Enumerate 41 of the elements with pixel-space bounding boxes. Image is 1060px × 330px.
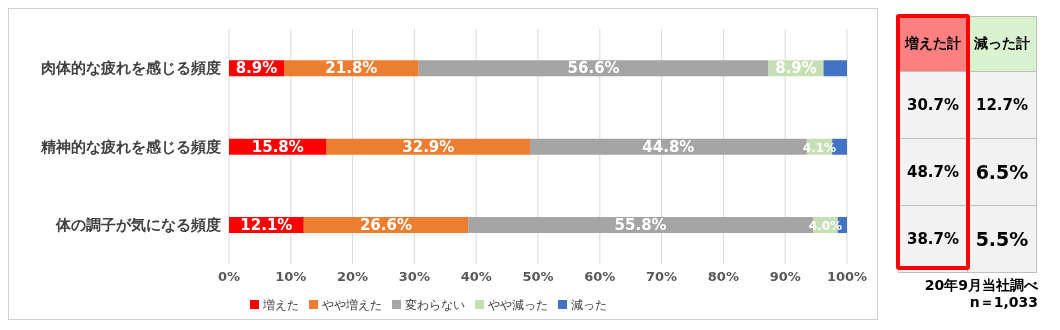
x-tick-label: 70% xyxy=(646,269,678,285)
x-tick-label: 80% xyxy=(707,269,739,285)
bar xyxy=(418,60,769,77)
legend-label: やや減った xyxy=(487,298,548,312)
data-label: 15.8% xyxy=(251,137,304,156)
data-label: 56.6% xyxy=(567,59,620,78)
category-label: 増えた計 xyxy=(898,16,968,72)
text: 6.5% xyxy=(975,161,1029,183)
data-label: 12.1% xyxy=(240,216,293,234)
x-tick-label: 60% xyxy=(584,269,616,285)
text: 20年9月当社調べ xyxy=(923,277,1038,294)
data-label: 55.8% xyxy=(614,216,667,234)
legend-label: 減った xyxy=(570,298,607,312)
text: 5.5% xyxy=(975,228,1029,250)
x-tick-label: 20% xyxy=(337,269,369,285)
text: 30.7% xyxy=(906,96,960,114)
text: 12.7% xyxy=(975,96,1029,114)
data-label: 8.9% xyxy=(775,59,817,78)
x-tick-label: 30% xyxy=(398,269,430,285)
y-tick-label: 精神的な疲れを感じる頻度 xyxy=(40,137,221,156)
x-tick-label: 50% xyxy=(522,269,554,285)
category-label: 減った計 xyxy=(967,16,1037,72)
x-tick-label: 40% xyxy=(460,269,492,285)
data-label: 44.8% xyxy=(642,137,695,156)
y-tick-label: 体の調子が気になる頻度 xyxy=(55,216,221,235)
data-label: 8.9% xyxy=(235,59,278,78)
text: 48.7% xyxy=(906,163,960,181)
x-tick-label: 10% xyxy=(275,269,307,285)
legend-label: 変わらない xyxy=(404,298,465,312)
data-label: 21.8% xyxy=(325,59,378,78)
bar xyxy=(823,60,847,77)
legend-label: 増えた xyxy=(262,298,299,312)
y-tick-label: 肉体的な疲れを感じる頻度 xyxy=(41,59,221,78)
data-label: 26.6% xyxy=(359,216,412,234)
legend-label: やや増えた xyxy=(321,298,382,312)
text: n＝1,033 xyxy=(968,294,1038,311)
data-label: 32.9% xyxy=(402,137,455,156)
x-tick-label: 100% xyxy=(826,269,868,285)
x-tick-label: 0% xyxy=(217,269,241,285)
x-tick-label: 90% xyxy=(769,269,801,285)
text: 38.7% xyxy=(906,230,960,248)
